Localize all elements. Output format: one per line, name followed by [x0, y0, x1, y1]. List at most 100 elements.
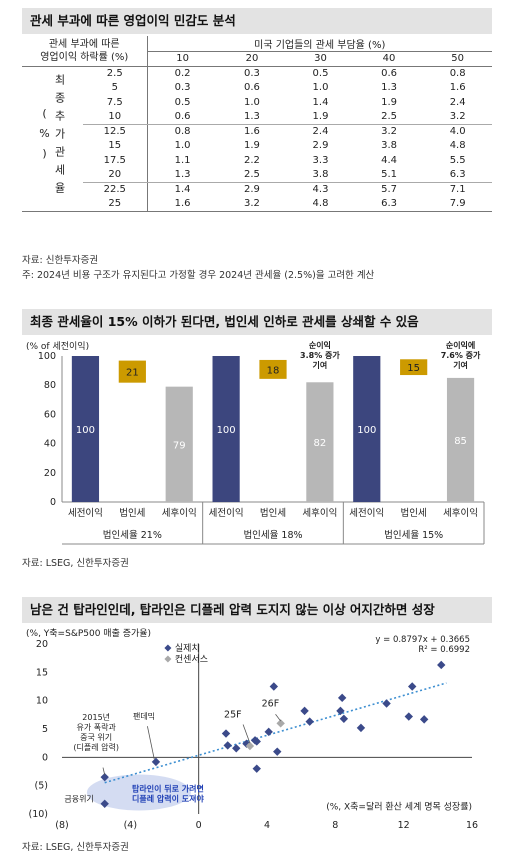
- table-row: 5 0.3 0.6 1.0 1.3 1.6: [22, 80, 492, 95]
- value-cell: 1.3: [147, 167, 218, 183]
- rate-cell: 17.5: [83, 153, 148, 168]
- bar-세후이익: [165, 386, 193, 502]
- point-실제치: [252, 764, 261, 773]
- point-실제치: [404, 712, 413, 721]
- bar-annotation: 순이익: [309, 340, 331, 350]
- rate-cell: 15: [83, 138, 148, 153]
- bar-value-label: 100: [76, 425, 95, 436]
- annotation-leader: [147, 726, 155, 760]
- point-실제치: [305, 717, 314, 726]
- point-실제치: [269, 682, 279, 691]
- rate-cell: 5: [83, 80, 148, 95]
- bar-세전이익: [212, 356, 240, 502]
- y-tick-label: 0: [50, 497, 56, 508]
- value-cell: 1.9: [244, 140, 260, 152]
- annotation-2015: 유가 폭락과: [76, 722, 116, 732]
- trend-line: [104, 682, 447, 784]
- annotation-pandemic: 팬데믹: [133, 711, 155, 721]
- bar-annotation: 기여: [453, 360, 468, 370]
- x-tick-label: 법인세: [260, 508, 286, 519]
- value-cell: 1.4: [174, 184, 191, 195]
- y-tick-label: 20: [36, 639, 48, 650]
- value-cell: 2.4: [312, 126, 329, 137]
- table-row: 12.5 0.8 1.6 2.4 3.2 4.0: [22, 124, 492, 139]
- bar-세전이익: [71, 356, 100, 502]
- bar-value-label: 100: [357, 425, 376, 436]
- bar-value-label: 82: [314, 438, 327, 449]
- x-tick-label: (4): [124, 820, 137, 831]
- annotation-2015: 중국 위기: [80, 733, 112, 742]
- point-컨센서스: [245, 741, 255, 751]
- bar-세후이익: [446, 377, 475, 502]
- bar-annotation: 기여: [313, 360, 328, 370]
- y-tick-label: 5: [42, 724, 48, 735]
- table-row: 22.5 1.4 2.9 4.3 5.7 7.1: [22, 182, 492, 197]
- value-cell: 0.8: [449, 68, 466, 79]
- col-header-cell: 50: [423, 51, 492, 67]
- value-cell: 2.9: [312, 140, 329, 152]
- legend-label: 실제치: [175, 642, 200, 654]
- rate-cell: 12.5: [83, 124, 148, 139]
- y-tick-label: 0: [42, 752, 48, 763]
- revenue-growth-scatter-chart: (%, Y축=S&P500 매출 증가율)20 15 10 5 0 (5) (10) (8) (…: [26, 628, 478, 831]
- y-tick-label: (10): [28, 809, 48, 820]
- value-cell: 1.3: [381, 82, 397, 94]
- rate-cell: 2.5: [83, 66, 148, 81]
- rate-cell: 10: [83, 109, 148, 125]
- y-tick-label: 20: [44, 468, 56, 479]
- y-tick-label: 60: [44, 409, 56, 420]
- value-cell: 7.1: [449, 184, 466, 195]
- rate-cell: 25: [83, 196, 148, 212]
- point-실제치: [419, 715, 429, 724]
- legend-marker: [164, 655, 172, 663]
- value-cell: 0.2: [174, 68, 191, 79]
- value-cell: 5.7: [381, 184, 397, 195]
- table-note: 주: 2024년 비용 구조가 유지된다고 가정할 경우 2024년 관세율 (…: [22, 270, 375, 281]
- rate-cell: 20: [83, 167, 148, 183]
- value-cell: 0.6: [147, 109, 218, 125]
- group-label: 법인세율 15%: [384, 530, 443, 541]
- x-tick-label: 법인세: [401, 508, 427, 519]
- value-cell: 1.0: [174, 140, 191, 152]
- y-tick-label: 10: [36, 696, 48, 707]
- row-group-label-text: 최종추가관세율(%): [38, 74, 66, 200]
- value-cell: 1.4: [312, 96, 329, 108]
- legend-marker: [164, 644, 172, 652]
- table-section-title: 관세 부과에 따른 영업이익 민감도 분석: [22, 8, 492, 34]
- x-tick-label: 8: [332, 820, 338, 831]
- x-tick-label: (8): [55, 820, 68, 831]
- group-label: 법인세율 18%: [243, 530, 302, 541]
- annotation-gfc: 금융위기: [64, 795, 93, 804]
- x-tick-label: 세전이익: [68, 507, 103, 519]
- value-cell: 1.9: [381, 96, 397, 108]
- x-tick-label: 0: [196, 820, 202, 831]
- y-tick-label: 40: [44, 439, 56, 450]
- annotation-2015: 2015년: [82, 712, 110, 722]
- bar-법인세: [118, 360, 146, 383]
- y-tick-label: (5): [35, 781, 48, 792]
- point-실제치: [223, 741, 232, 750]
- annotation-leader: [275, 714, 281, 722]
- x-tick-label: 법인세: [119, 508, 145, 519]
- point-실제치: [264, 727, 273, 737]
- value-cell: 2.5: [217, 167, 287, 183]
- value-cell: 0.3: [244, 68, 260, 79]
- table-source: 자료: 신한투자증권: [22, 255, 99, 266]
- x-tick-label: 세후이익: [162, 507, 197, 519]
- col-group-header: 미국 기업들의 관세 부담율 (%): [147, 36, 492, 52]
- annotation-deflation: 탑라인이 뒤로 가려면: [132, 783, 204, 793]
- tax-offset-bar-chart: (% of 세전이익) 0 20 40 60 80 100 100 세전이익 21 법인세 79 세후이…: [26, 340, 485, 545]
- bar-annotation: 순이익에: [446, 340, 475, 350]
- value-cell: 3.2: [423, 109, 492, 125]
- value-cell: 4.3: [312, 184, 329, 195]
- table-row: 17.5 1.1 2.2 3.3 4.4 5.5: [22, 153, 492, 168]
- bar-value-label: 15: [407, 363, 420, 374]
- table-row: 최종추가관세율(%) 2.5 0.2 0.3 0.5 0.6 0.8: [22, 66, 492, 212]
- x-tick-label: 12: [398, 820, 410, 831]
- value-cell: 1.3: [217, 109, 287, 125]
- bar-value-label: 85: [454, 436, 467, 447]
- value-cell: 3.8: [286, 167, 355, 183]
- point-실제치: [232, 744, 241, 753]
- bar-세전이익: [353, 356, 381, 502]
- sensitivity-table: 관세 부과에 따른 영업이익 하락률 (%) 미국 기업들의 관세 부담율 (%…: [22, 36, 492, 212]
